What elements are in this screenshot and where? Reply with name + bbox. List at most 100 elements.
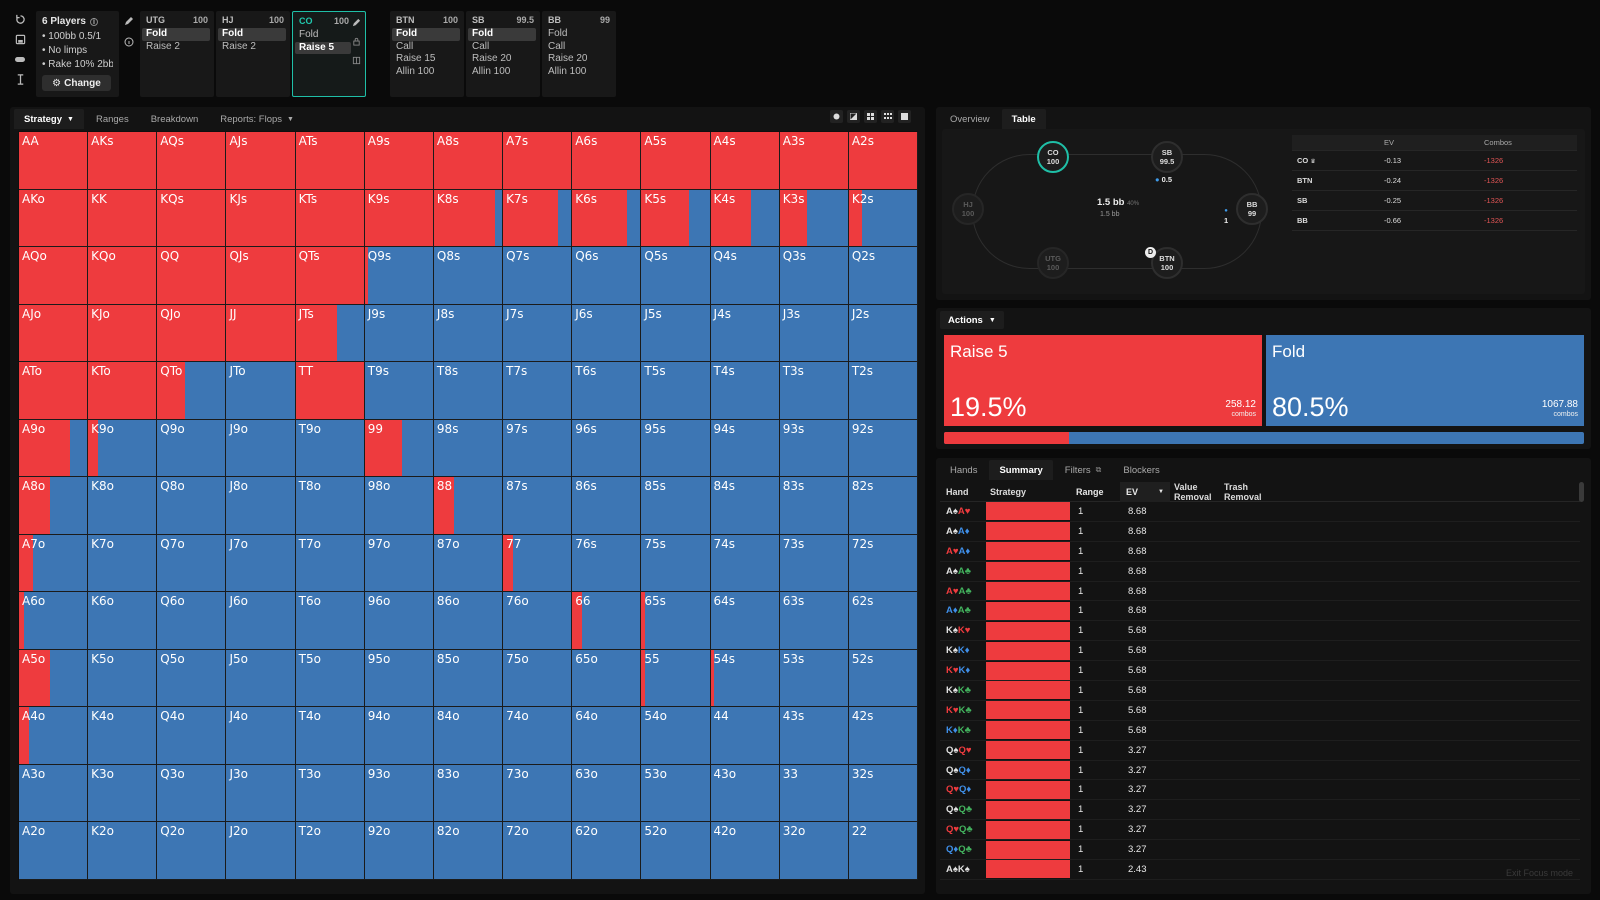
hand-cell-52o[interactable]: 52o: [641, 822, 711, 880]
col-range[interactable]: Range: [1076, 486, 1104, 497]
tab-ranges[interactable]: Ranges: [86, 109, 139, 129]
hand-cell-Q6s[interactable]: Q6s: [572, 247, 642, 305]
hand-cell-62o[interactable]: 62o: [572, 822, 642, 880]
hand-row[interactable]: Q♥Q♦ 1 3.27: [940, 780, 1580, 801]
hand-cell-Q5o[interactable]: Q5o: [157, 649, 227, 708]
hand-row[interactable]: A♥A♣ 1 8.68: [940, 582, 1580, 602]
hand-cell-77[interactable]: 77: [503, 534, 573, 593]
change-button[interactable]: ⚙ Change: [42, 75, 111, 91]
hand-cell-65o[interactable]: 65o: [572, 649, 642, 708]
hand-cell-96o[interactable]: 96o: [364, 592, 434, 650]
hand-cell-KTo[interactable]: KTo: [88, 362, 158, 420]
text-cursor-icon[interactable]: [15, 74, 26, 85]
hand-cell-97o[interactable]: 97o: [364, 534, 434, 593]
seat-action[interactable]: Call: [472, 40, 490, 52]
hand-cell-73s[interactable]: 73s: [779, 534, 849, 593]
hand-cell-33[interactable]: 33: [779, 764, 849, 823]
hand-cell-JTs[interactable]: JTs: [295, 304, 365, 363]
table-seat-sb[interactable]: SB 99.5: [1151, 141, 1183, 173]
hand-row[interactable]: K♠K♣ 1 5.68: [940, 681, 1580, 701]
hand-cell-66[interactable]: 66: [572, 592, 642, 650]
hand-cell-72s[interactable]: 72s: [848, 534, 918, 593]
hand-cell-T6s[interactable]: T6s: [572, 362, 642, 420]
table-seat-co[interactable]: CO 100: [1037, 141, 1069, 173]
hand-cell-A3s[interactable]: A3s: [779, 132, 849, 190]
hand-row[interactable]: A♠A♣ 1 8.68: [940, 562, 1580, 582]
hand-cell-QJo[interactable]: QJo: [157, 304, 227, 363]
hand-cell-85s[interactable]: 85s: [641, 477, 711, 535]
hand-cell-K3s[interactable]: K3s: [779, 189, 849, 248]
hand-cell-A4s[interactable]: A4s: [710, 132, 780, 190]
hand-row[interactable]: A♠A♥ 1 8.68: [940, 502, 1580, 522]
hand-cell-43s[interactable]: 43s: [779, 707, 849, 765]
circle-view-icon[interactable]: [830, 110, 843, 123]
hand-cell-T9o[interactable]: T9o: [295, 419, 365, 478]
hand-row[interactable]: A♥A♦ 1 8.68: [940, 542, 1580, 562]
hand-cell-62s[interactable]: 62s: [848, 592, 918, 650]
hand-cell-A4o[interactable]: A4o: [19, 707, 89, 765]
hand-cell-K5o[interactable]: K5o: [88, 649, 158, 708]
hand-cell-42o[interactable]: 42o: [710, 822, 780, 880]
hand-cell-K4s[interactable]: K4s: [710, 189, 780, 248]
seat-hj[interactable]: HJ 100 Fold Raise 2: [216, 11, 290, 97]
col-strategy[interactable]: Strategy: [990, 486, 1027, 497]
hand-cell-32o[interactable]: 32o: [779, 822, 849, 880]
hand-cell-94s[interactable]: 94s: [710, 419, 780, 478]
hand-row[interactable]: A♦A♣ 1 8.68: [940, 601, 1580, 622]
hand-cell-A9o[interactable]: A9o: [19, 419, 89, 478]
hand-cell-A5s[interactable]: A5s: [641, 132, 711, 190]
hand-cell-Q5s[interactable]: Q5s: [641, 247, 711, 305]
hand-row[interactable]: K♦K♣ 1 5.68: [940, 721, 1580, 741]
hand-cell-Q3o[interactable]: Q3o: [157, 764, 227, 823]
hand-cell-Q8o[interactable]: Q8o: [157, 477, 227, 535]
hand-cell-K6o[interactable]: K6o: [88, 592, 158, 650]
table-seat-utg[interactable]: UTG 100: [1037, 247, 1069, 279]
seat-action[interactable]: Fold: [142, 28, 210, 41]
hand-cell-T5o[interactable]: T5o: [295, 649, 365, 708]
hand-cell-T6o[interactable]: T6o: [295, 592, 365, 650]
hand-cell-J7o[interactable]: J7o: [226, 534, 296, 593]
hand-cell-KQo[interactable]: KQo: [88, 247, 158, 305]
hand-cell-K3o[interactable]: K3o: [88, 764, 158, 823]
tab-breakdown[interactable]: Breakdown: [141, 109, 209, 129]
hand-cell-63s[interactable]: 63s: [779, 592, 849, 650]
hand-cell-J5s[interactable]: J5s: [641, 304, 711, 363]
hand-cell-83s[interactable]: 83s: [779, 477, 849, 535]
col-trash-removal[interactable]: Trash Removal: [1224, 481, 1262, 502]
hand-cell-A2o[interactable]: A2o: [19, 822, 89, 880]
hand-cell-A7o[interactable]: A7o: [19, 534, 89, 593]
hand-cell-AQo[interactable]: AQo: [19, 247, 89, 305]
hand-cell-44[interactable]: 44: [710, 707, 780, 765]
hand-cell-J3s[interactable]: J3s: [779, 304, 849, 363]
hand-cell-A3o[interactable]: A3o: [19, 764, 89, 823]
hand-row[interactable]: K♥K♦ 1 5.68: [940, 661, 1580, 682]
hand-cell-J4s[interactable]: J4s: [710, 304, 780, 363]
hand-cell-54o[interactable]: 54o: [641, 707, 711, 765]
hand-cell-64s[interactable]: 64s: [710, 592, 780, 650]
hand-cell-96s[interactable]: 96s: [572, 419, 642, 478]
hand-row[interactable]: K♠K♦ 1 5.68: [940, 641, 1580, 662]
hand-cell-KK[interactable]: KK: [88, 189, 158, 248]
seat-btn[interactable]: BTN 100 Fold Call Raise 15 Allin 100: [390, 11, 464, 97]
hand-cell-A8o[interactable]: A8o: [19, 477, 89, 535]
seat-action[interactable]: Raise 15: [396, 53, 436, 64]
hand-cell-K7s[interactable]: K7s: [503, 189, 573, 248]
hand-cell-54s[interactable]: 54s: [710, 649, 780, 708]
hand-cell-J6o[interactable]: J6o: [226, 592, 296, 650]
hand-cell-KJo[interactable]: KJo: [88, 304, 158, 363]
hand-cell-97s[interactable]: 97s: [503, 419, 573, 478]
hand-cell-53s[interactable]: 53s: [779, 649, 849, 708]
hand-cell-A9s[interactable]: A9s: [364, 132, 434, 190]
hand-cell-AA[interactable]: AA: [19, 132, 89, 190]
hand-cell-K2s[interactable]: K2s: [848, 189, 918, 248]
hand-cell-93s[interactable]: 93s: [779, 419, 849, 478]
hand-cell-QQ[interactable]: QQ: [157, 247, 227, 305]
hand-row[interactable]: K♠K♥ 1 5.68: [940, 621, 1580, 642]
hand-cell-ATo[interactable]: ATo: [19, 362, 89, 420]
seat-action[interactable]: Fold: [218, 28, 286, 41]
hand-cell-76s[interactable]: 76s: [572, 534, 642, 593]
col-ev[interactable]: EV ▼: [1120, 481, 1170, 502]
hand-cell-K6s[interactable]: K6s: [572, 189, 642, 248]
fold-action-box[interactable]: Fold 80.5% 1067.88 combos: [1266, 335, 1584, 426]
tab-strategy[interactable]: Strategy ▼: [14, 109, 84, 129]
